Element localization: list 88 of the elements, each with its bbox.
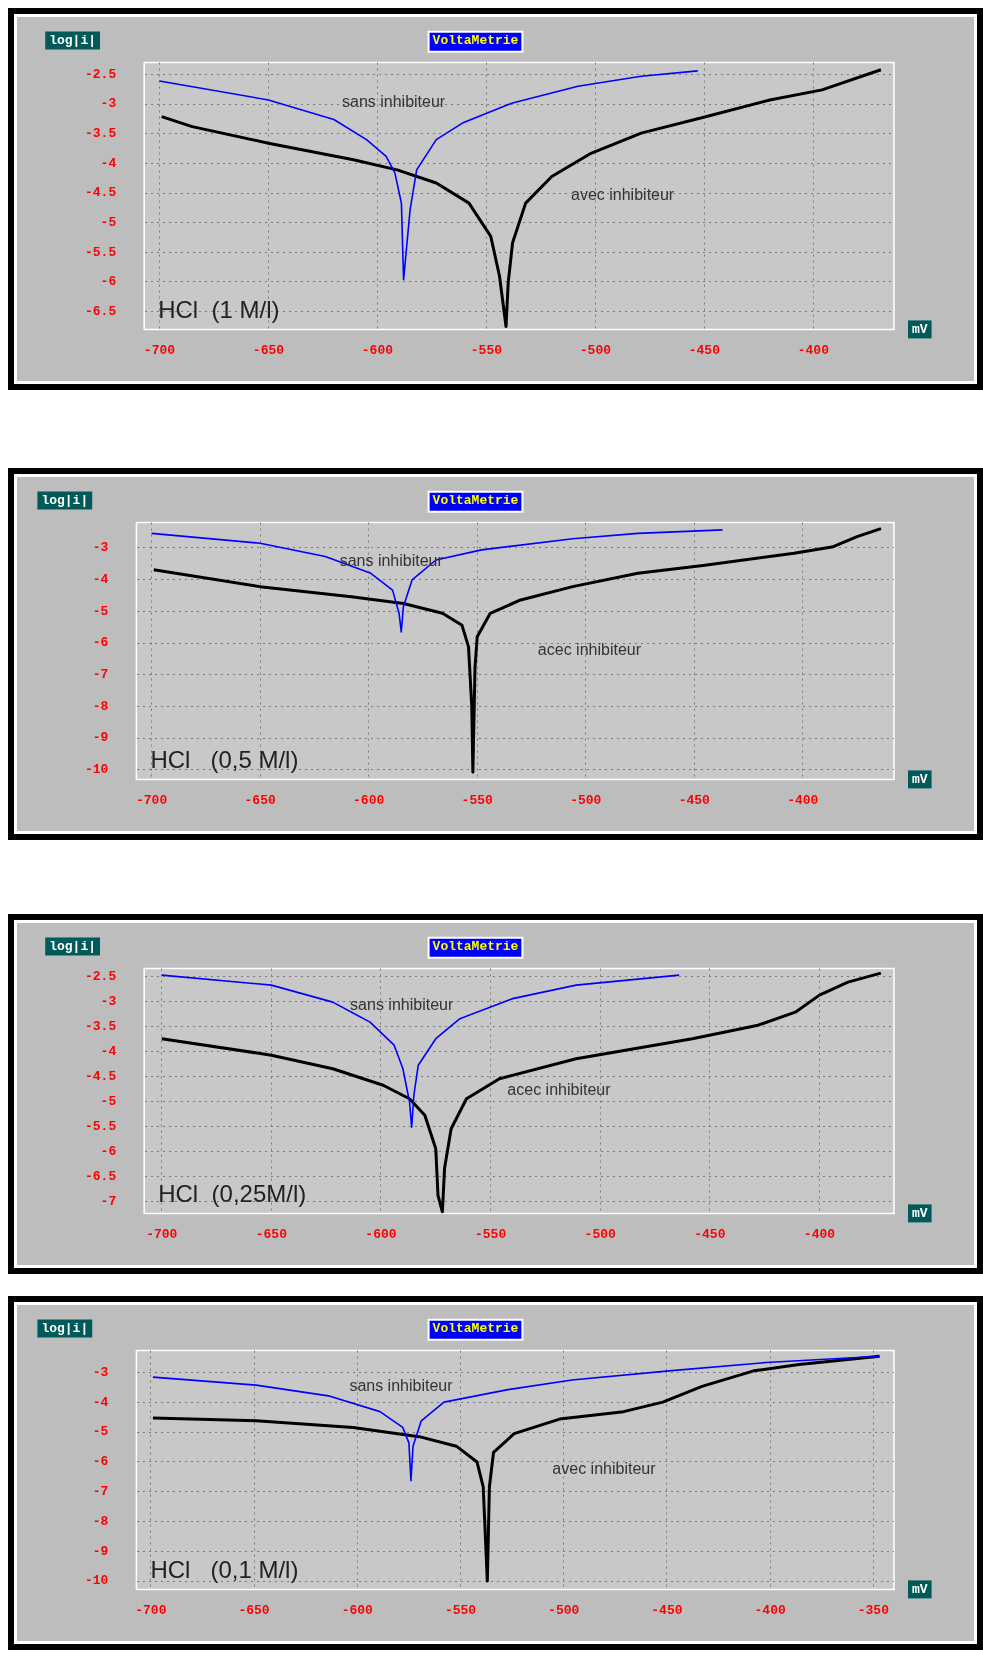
x-tick-label: -400: [797, 343, 830, 359]
text: avec inhibiteur: [552, 1460, 657, 1478]
x-tick-label: -450: [678, 793, 711, 809]
x-tick-label: -600: [361, 343, 394, 359]
x-tick-label: -350: [857, 1603, 890, 1619]
y-tick-label: -3: [92, 540, 109, 556]
y-tick-label: -5: [92, 1424, 109, 1440]
y-tick-label: -5: [100, 1094, 117, 1110]
series-label: acec inhibiteur: [507, 1081, 612, 1099]
x-tick-label: -700: [143, 343, 176, 359]
y-tick-label: -4: [100, 155, 117, 171]
x-tick-label: -650: [244, 793, 276, 809]
y-tick-label: -8: [92, 698, 109, 714]
annotation: HCl (0,1 M/l): [150, 1556, 299, 1584]
y-axis-title: log|i|: [41, 492, 89, 508]
x-tick-label: -400: [803, 1227, 836, 1243]
x-tick-label: -500: [548, 1603, 580, 1619]
y-tick-label: -4: [92, 571, 109, 587]
y-tick-label: -3.5: [84, 126, 117, 142]
y-tick-label: -7: [92, 1484, 109, 1500]
x-tick-label: -650: [255, 1227, 288, 1243]
y-tick-label: -5: [100, 214, 117, 230]
series-label: sans inhibiteur: [349, 1376, 454, 1394]
x-tick-label: -650: [238, 1603, 270, 1619]
y-tick-label: -3: [92, 1364, 109, 1380]
x-tick-label: -550: [461, 793, 494, 809]
annotation: HCl (0,5 M/l): [150, 746, 299, 774]
y-tick-label: -2.5: [84, 66, 117, 82]
y-tick-label: -4: [100, 1043, 117, 1059]
annotation: HCl (0,25M/l): [158, 1180, 307, 1208]
x-tick-label: -600: [353, 793, 385, 809]
x-tick-label: -550: [470, 343, 503, 359]
x-tick-label: -500: [584, 1227, 617, 1243]
chart-title: VoltaMetrie: [432, 1321, 519, 1337]
y-tick-label: -7: [100, 1194, 117, 1210]
y-tick-label: -10: [85, 762, 109, 778]
y-tick-label: -2.5: [84, 968, 117, 984]
x-tick-label: -400: [754, 1603, 786, 1619]
y-axis-title: log|i|: [49, 32, 97, 48]
text: acec inhibiteur: [537, 641, 642, 659]
x-tick-label: -700: [135, 1603, 167, 1619]
y-tick-label: -4.5: [84, 1069, 117, 1085]
series-label: sans inhibiteur: [342, 93, 446, 111]
chart-title: VoltaMetrie: [432, 493, 519, 509]
chart-title: VoltaMetrie: [432, 33, 519, 49]
x-tick-label: -550: [474, 1227, 507, 1243]
x-tick-label: -500: [579, 343, 612, 359]
y-axis-title: log|i|: [41, 1320, 89, 1336]
series-label: avec inhibiteur: [571, 186, 675, 204]
x-axis-title: mV: [912, 321, 928, 337]
x-tick-label: -550: [444, 1603, 477, 1619]
y-tick-label: -6: [92, 1454, 109, 1470]
x-tick-label: -700: [135, 793, 168, 809]
y-tick-label: -6: [92, 635, 109, 651]
y-tick-label: -6.5: [84, 303, 117, 319]
y-tick-label: -5.5: [84, 244, 117, 260]
y-tick-label: -8: [92, 1513, 109, 1529]
series-label: sans inhibiteur: [350, 995, 454, 1013]
y-tick-label: -3: [100, 96, 117, 112]
series-label: sans inhibiteur: [339, 551, 444, 569]
y-tick-label: -7: [92, 667, 109, 683]
y-tick-label: -5.5: [84, 1119, 117, 1135]
x-tick-label: -500: [570, 793, 602, 809]
y-tick-label: -6: [100, 274, 117, 290]
x-tick-label: -650: [252, 343, 285, 359]
x-tick-label: -700: [146, 1227, 178, 1243]
annotation: HCl (1 M/l): [158, 296, 280, 324]
y-tick-label: -4: [92, 1394, 109, 1410]
y-tick-label: -4.5: [84, 185, 117, 201]
y-tick-label: -9: [92, 730, 109, 746]
x-axis-title: mV: [912, 1205, 928, 1221]
y-tick-label: -9: [92, 1543, 109, 1559]
y-tick-label: -6.5: [84, 1169, 117, 1185]
chart-title: VoltaMetrie: [432, 939, 519, 955]
x-tick-label: -400: [787, 793, 819, 809]
x-axis-title: mV: [912, 1581, 928, 1597]
x-axis-title: mV: [912, 771, 928, 787]
y-tick-label: -10: [85, 1573, 109, 1589]
y-axis-title: log|i|: [49, 938, 97, 954]
y-tick-label: -3: [100, 993, 117, 1009]
x-tick-label: -450: [651, 1603, 683, 1619]
y-tick-label: -6: [100, 1144, 117, 1160]
x-tick-label: -450: [694, 1227, 726, 1243]
y-tick-label: -3.5: [84, 1018, 117, 1034]
x-tick-label: -600: [341, 1603, 374, 1619]
x-tick-label: -450: [688, 343, 721, 359]
y-tick-label: -5: [92, 603, 109, 619]
x-tick-label: -600: [365, 1227, 397, 1243]
